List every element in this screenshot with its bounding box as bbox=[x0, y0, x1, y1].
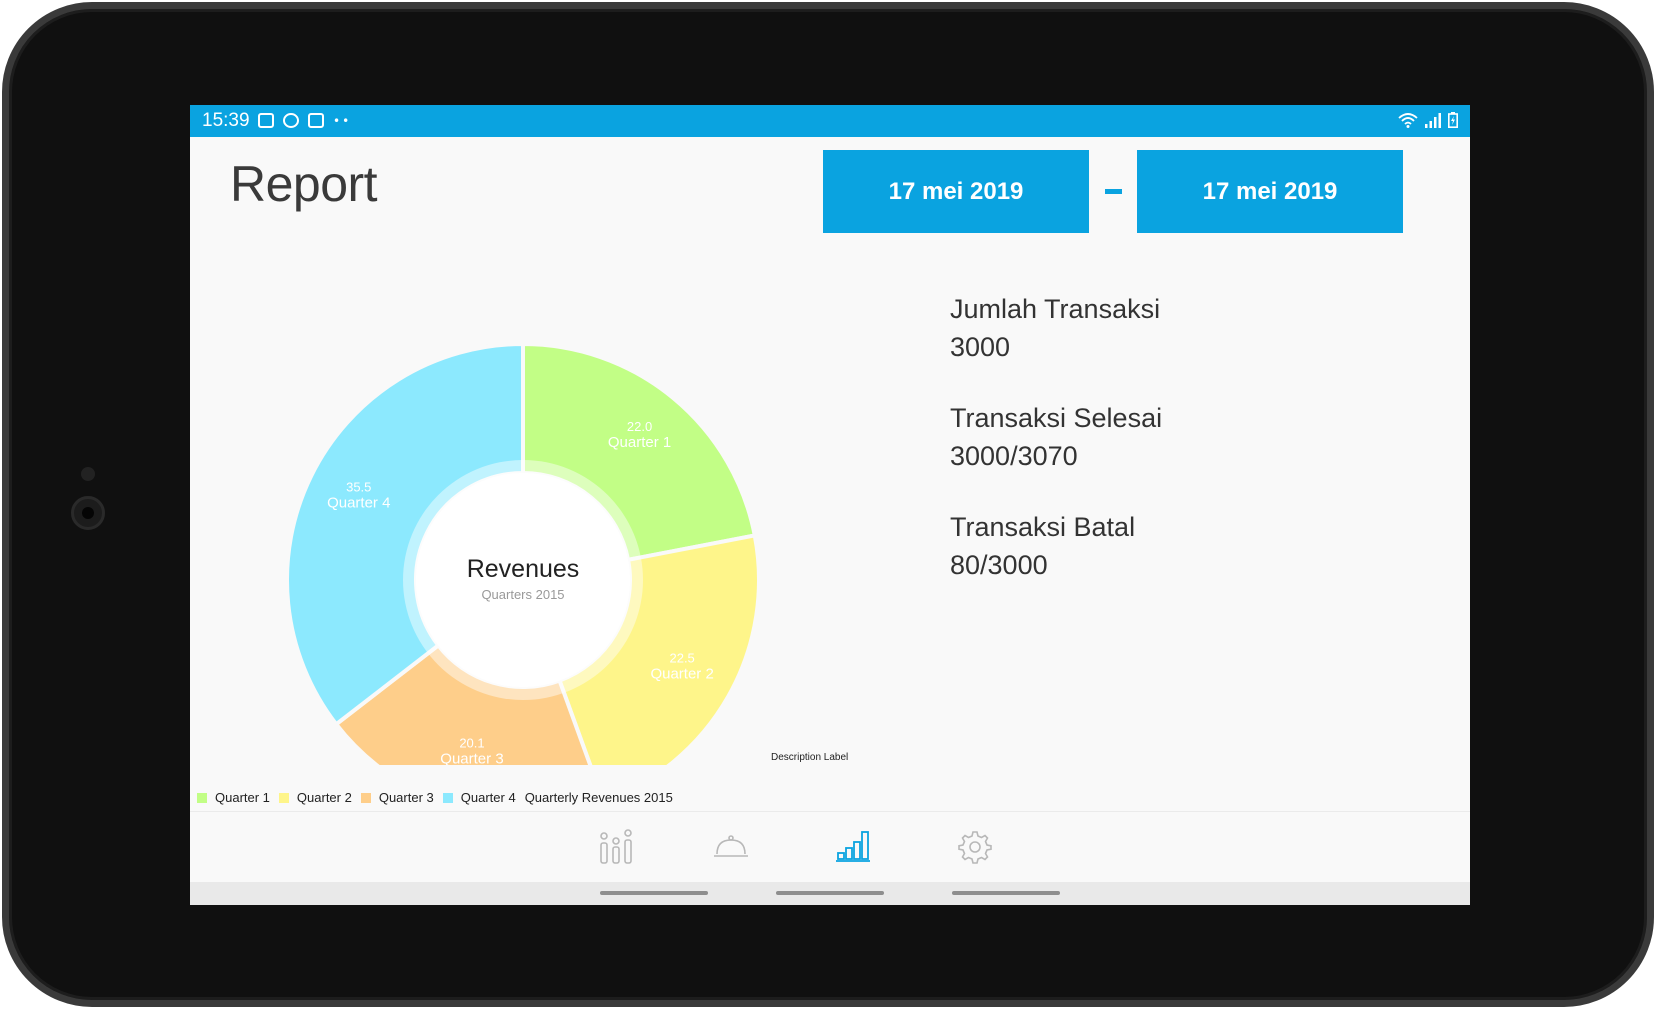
people-icon bbox=[600, 829, 632, 864]
slice-value-label: 22.5 bbox=[669, 650, 694, 665]
slice-value-label: 35.5 bbox=[346, 479, 371, 494]
nav-divider bbox=[190, 811, 1470, 812]
system-navigation-bar bbox=[190, 882, 1470, 905]
legend-swatch bbox=[278, 792, 289, 803]
nav-bar-indicator bbox=[952, 891, 1060, 895]
stat-label: Transaksi Batal bbox=[950, 512, 1136, 542]
stat-total-transactions: Jumlah Transaksi 3000 bbox=[950, 290, 1162, 366]
more-notifications-icon: •• bbox=[333, 113, 352, 128]
stat-value: 80/3000 bbox=[950, 550, 1048, 580]
system-icons bbox=[1398, 112, 1458, 128]
nav-people[interactable] bbox=[586, 822, 646, 872]
start-date-button[interactable]: 17 mei 2019 bbox=[823, 150, 1089, 233]
legend-label: Quarter 4 bbox=[460, 790, 516, 805]
stat-value: 3000/3070 bbox=[950, 441, 1078, 471]
slice-category-label: Quarter 3 bbox=[440, 751, 503, 765]
signal-icon bbox=[1425, 113, 1441, 128]
status-time: 15:39 bbox=[202, 110, 250, 131]
slice-category-label: Quarter 2 bbox=[650, 665, 713, 682]
stat-label: Transaksi Selesai bbox=[950, 403, 1163, 433]
stat-value: 3000 bbox=[950, 332, 1011, 362]
image-notification-icon bbox=[258, 113, 274, 128]
light-sensor bbox=[81, 467, 95, 481]
stat-completed-transactions: Transaksi Selesai 3000/3070 bbox=[950, 399, 1162, 475]
app-screen: 15:39 •• bbox=[190, 105, 1470, 905]
legend-dataset-label: Quarterly Revenues 2015 bbox=[525, 790, 673, 805]
end-date-button[interactable]: 17 mei 2019 bbox=[1137, 150, 1403, 233]
page-title: Report bbox=[230, 156, 378, 212]
slice-value-label: 22.0 bbox=[627, 419, 652, 434]
donut-center-subtitle: Quarters 2015 bbox=[481, 587, 564, 602]
donut-hole bbox=[416, 473, 630, 687]
legend-item: Quarter 3 bbox=[360, 790, 434, 805]
legend-swatch bbox=[197, 792, 207, 803]
donut-center-title: Revenues bbox=[467, 555, 580, 583]
nav-settings[interactable] bbox=[945, 822, 1005, 872]
slice-category-label: Quarter 1 bbox=[608, 434, 671, 451]
status-bar: 15:39 •• bbox=[190, 105, 1470, 137]
nav-service[interactable] bbox=[701, 822, 761, 872]
bar-chart-icon bbox=[836, 831, 870, 862]
stat-cancelled-transactions: Transaksi Batal 80/3000 bbox=[950, 508, 1162, 584]
slice-category-label: Quarter 4 bbox=[327, 494, 390, 511]
transaction-stats: Jumlah Transaksi 3000 Transaksi Selesai … bbox=[950, 290, 1162, 617]
legend-label: Quarter 2 bbox=[296, 790, 352, 805]
nav-bar-indicator bbox=[776, 891, 884, 895]
gear-icon bbox=[958, 831, 992, 864]
wifi-icon bbox=[1398, 113, 1418, 128]
legend-label: Quarter 1 bbox=[215, 790, 270, 805]
legend-item: Quarter 1 bbox=[197, 790, 270, 805]
nav-bar-indicator bbox=[600, 891, 708, 895]
service-bell-icon bbox=[714, 835, 748, 857]
app-notification-icon bbox=[308, 113, 324, 128]
chart-legend: Quarter 1 Quarter 2 Quarter 3 Quarter 4 … bbox=[197, 790, 682, 805]
stat-label: Jumlah Transaksi bbox=[950, 294, 1161, 324]
battery-icon bbox=[1448, 112, 1458, 128]
chart-description-label: Description Label bbox=[771, 752, 849, 763]
legend-item: Quarter 4 bbox=[442, 790, 516, 805]
date-range-separator bbox=[1105, 189, 1122, 194]
face-notification-icon bbox=[283, 113, 299, 128]
bottom-navigation bbox=[190, 812, 1470, 882]
slice-value-label: 20.1 bbox=[459, 736, 484, 751]
legend-dataset-text: Quarterly Revenues 2015 bbox=[524, 790, 673, 805]
front-camera bbox=[71, 496, 105, 530]
nav-report[interactable] bbox=[823, 822, 883, 872]
notification-icons: •• bbox=[258, 113, 351, 128]
legend-label: Quarter 3 bbox=[378, 790, 434, 805]
legend-swatch bbox=[442, 792, 453, 803]
legend-swatch bbox=[360, 792, 371, 803]
legend-item: Quarter 2 bbox=[278, 790, 352, 805]
